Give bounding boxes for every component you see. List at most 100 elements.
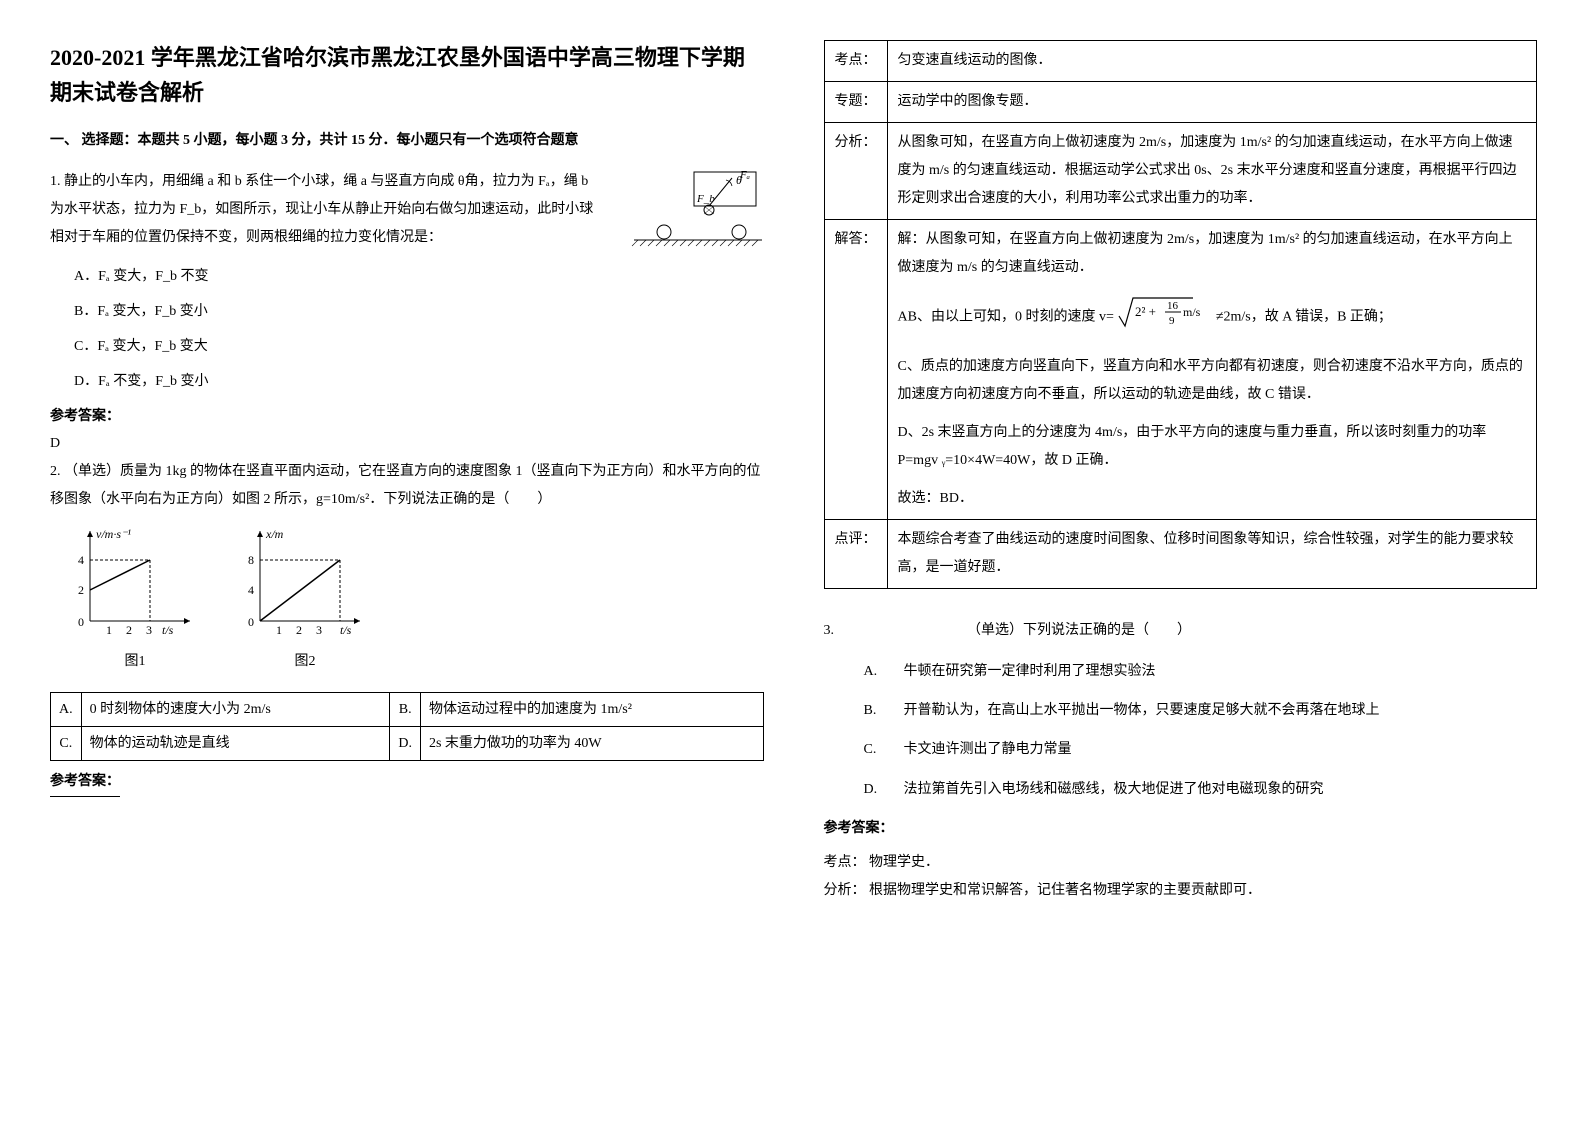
kaodian-text: 匀变速直线运动的图像．: [887, 41, 1537, 82]
q2-graph2: x/m 8 4 0 1 2 3 t/s 图2: [240, 526, 370, 674]
svg-text:8: 8: [248, 553, 254, 567]
jieda-p2a: AB、由以上可知，0 时刻的速度 v=: [898, 310, 1114, 325]
q1-answer-label: 参考答案：: [50, 404, 764, 429]
table-row: 专题： 运动学中的图像专题．: [824, 82, 1537, 123]
q3-fenxi-row: 分析： 根据物理学史和常识解答，记住著名物理学家的主要贡献即可．: [824, 877, 1538, 905]
q3-a-text: 牛顿在研究第一定律时利用了理想实验法: [904, 659, 1156, 684]
q3-d-text: 法拉第首先引入电场线和磁感线，极大地促进了他对电磁现象的研究: [904, 777, 1324, 802]
svg-text:9: 9: [1169, 315, 1175, 327]
svg-text:t/s: t/s: [162, 623, 174, 636]
q2-opt-c-label: C.: [51, 727, 82, 761]
q3-c-text: 卡文迪许测出了静电力常量: [904, 737, 1072, 762]
fenxi-text: 从图象可知，在竖直方向上做初速度为 2m/s，加速度为 1m/s² 的匀加速直线…: [887, 123, 1537, 220]
q1-choice-c: C．Fₐ 变大，F_b 变大: [74, 334, 764, 359]
svg-text:1: 1: [276, 623, 282, 636]
question-3: 3. （单选）下列说法正确的是（ ） A. 牛顿在研究第一定律时利用了理想实验法…: [824, 617, 1538, 905]
q1-diagram: θ F_b Fₐ: [614, 168, 764, 248]
q3-b-label: B.: [864, 698, 904, 723]
q2-options-table: A. 0 时刻物体的速度大小为 2m/s B. 物体运动过程中的加速度为 1m/…: [50, 692, 764, 761]
document-title: 2020-2021 学年黑龙江省哈尔滨市黑龙江农垦外国语中学高三物理下学期期末试…: [50, 40, 764, 110]
kaodian-label: 考点：: [824, 41, 887, 82]
q2-graph1: v/m·s⁻¹ 4 2 0 1 2 3 t/s 图1: [70, 526, 200, 674]
svg-text:2: 2: [296, 623, 302, 636]
q3-fenxi-label: 分析：: [824, 883, 866, 898]
q2-opt-c: 物体的运动轨迹是直线: [81, 727, 390, 761]
jieda-p5: 故选：BD．: [898, 485, 1527, 513]
svg-text:t/s: t/s: [340, 623, 352, 636]
fenxi-label: 分析：: [824, 123, 887, 220]
svg-text:4: 4: [248, 583, 254, 597]
q2-opt-d: 2s 末重力做功的功率为 40W: [420, 727, 763, 761]
q3-opt-a: A. 牛顿在研究第一定律时利用了理想实验法: [864, 659, 1538, 684]
q3-head-row: 3. （单选）下列说法正确的是（ ）: [824, 617, 1538, 645]
jieda-p2: AB、由以上可知，0 时刻的速度 v= 2² + 16 9 m/s ≠2m/s，…: [898, 292, 1527, 343]
dianping-text: 本题综合考查了曲线运动的速度时间图象、位移时间图象等知识，综合性较强，对学生的能…: [887, 520, 1537, 589]
graph2-ylabel: x/m: [265, 527, 284, 541]
svg-text:m/s: m/s: [1183, 305, 1201, 319]
svg-text:3: 3: [316, 623, 322, 636]
q3-number: 3.: [824, 617, 964, 645]
svg-text:2: 2: [126, 623, 132, 636]
table-row: 解答： 解：从图象可知，在竖直方向上做初速度为 2m/s，加速度为 1m/s² …: [824, 220, 1537, 520]
q1-choice-b: B．Fₐ 变大，F_b 变小: [74, 299, 764, 324]
q3-opt-c: C. 卡文迪许测出了静电力常量: [864, 737, 1538, 762]
q3-b-text: 开普勒认为，在高山上水平抛出一物体，只要速度足够大就不会再落在地球上: [904, 698, 1380, 723]
svg-text:1: 1: [106, 623, 112, 636]
jieda-p4: D、2s 末竖直方向上的分速度为 4m/s，由于水平方向的速度与重力垂直，所以该…: [898, 419, 1527, 475]
analysis-table: 考点： 匀变速直线运动的图像． 专题： 运动学中的图像专题． 分析： 从图象可知…: [824, 40, 1538, 589]
q3-fenxi-text: 根据物理学史和常识解答，记住著名物理学家的主要贡献即可．: [869, 883, 1261, 898]
q3-opt-b: B. 开普勒认为，在高山上水平抛出一物体，只要速度足够大就不会再落在地球上: [864, 698, 1538, 723]
table-row: 分析： 从图象可知，在竖直方向上做初速度为 2m/s，加速度为 1m/s² 的匀…: [824, 123, 1537, 220]
q1-choice-d: D．Fₐ 不变，F_b 变小: [74, 369, 764, 394]
svg-text:0: 0: [78, 615, 84, 629]
question-2: 2. （单选）质量为 1kg 的物体在竖直平面内运动，它在竖直方向的速度图象 1…: [50, 458, 764, 798]
svg-text:16: 16: [1167, 300, 1179, 312]
svg-text:2: 2: [78, 583, 84, 597]
section-heading: 一、 选择题：本题共 5 小题，每小题 3 分，共计 15 分．每小题只有一个选…: [50, 128, 764, 153]
table-row: 点评： 本题综合考查了曲线运动的速度时间图象、位移时间图象等知识，综合性较强，对…: [824, 520, 1537, 589]
table-row: A. 0 时刻物体的速度大小为 2m/s B. 物体运动过程中的加速度为 1m/…: [51, 692, 764, 726]
q3-kaodian-label: 考点：: [824, 855, 866, 870]
zhuanti-label: 专题：: [824, 82, 887, 123]
table-row: 考点： 匀变速直线运动的图像．: [824, 41, 1537, 82]
q2-graphs: v/m·s⁻¹ 4 2 0 1 2 3 t/s 图1: [70, 526, 764, 674]
q2-opt-b-label: B.: [390, 692, 421, 726]
zhuanti-text: 运动学中的图像专题．: [887, 82, 1537, 123]
jieda-p2b: ≠2m/s，故 A 错误，B 正确；: [1216, 310, 1392, 325]
q2-answer-label: 参考答案：: [50, 769, 120, 797]
svg-text:2² +: 2² +: [1135, 304, 1156, 319]
jieda-p1: 解：从图象可知，在竖直方向上做初速度为 2m/s，加速度为 1m/s² 的匀加速…: [898, 226, 1527, 282]
q3-stem: （单选）下列说法正确的是（ ）: [967, 623, 1191, 638]
q2-opt-a-label: A.: [51, 692, 82, 726]
q2-opt-d-label: D.: [390, 727, 421, 761]
svg-text:4: 4: [78, 553, 84, 567]
jieda-label: 解答：: [824, 220, 887, 520]
q2-stem: 2. （单选）质量为 1kg 的物体在竖直平面内运动，它在竖直方向的速度图象 1…: [50, 458, 764, 514]
q3-answer-label: 参考答案：: [824, 816, 1538, 841]
q3-opt-d: D. 法拉第首先引入电场线和磁感线，极大地促进了他对电磁现象的研究: [864, 777, 1538, 802]
svg-text:0: 0: [248, 615, 254, 629]
q3-kaodian-text: 物理学史．: [869, 855, 939, 870]
graph1-ylabel: v/m·s⁻¹: [96, 527, 131, 541]
right-column: 考点： 匀变速直线运动的图像． 专题： 运动学中的图像专题． 分析： 从图象可知…: [814, 40, 1538, 1082]
q1-choices: A．Fₐ 变大，F_b 不变 B．Fₐ 变大，F_b 变小 C．Fₐ 变大，F_…: [74, 264, 764, 395]
q1-answer: D: [50, 430, 764, 458]
svg-text:F_b: F_b: [696, 193, 715, 205]
svg-text:Fₐ: Fₐ: [739, 169, 750, 181]
q3-a-label: A.: [864, 659, 904, 684]
q2-opt-b: 物体运动过程中的加速度为 1m/s²: [420, 692, 763, 726]
q3-kaodian-row: 考点： 物理学史．: [824, 849, 1538, 877]
q3-c-label: C.: [864, 737, 904, 762]
q2-opt-a: 0 时刻物体的速度大小为 2m/s: [81, 692, 390, 726]
sqrt-formula: 2² + 16 9 m/s: [1117, 292, 1212, 343]
left-column: 2020-2021 学年黑龙江省哈尔滨市黑龙江农垦外国语中学高三物理下学期期末试…: [50, 40, 774, 1082]
q1-choice-a: A．Fₐ 变大，F_b 不变: [74, 264, 764, 289]
question-1: θ F_b Fₐ: [50, 168, 764, 458]
jieda-p3: C、质点的加速度方向竖直向下，竖直方向和水平方向都有初速度，则合初速度不沿水平方…: [898, 353, 1527, 409]
svg-text:3: 3: [146, 623, 152, 636]
table-row: C. 物体的运动轨迹是直线 D. 2s 末重力做功的功率为 40W: [51, 727, 764, 761]
graph1-caption: 图1: [70, 649, 200, 674]
dianping-label: 点评：: [824, 520, 887, 589]
q3-d-label: D.: [864, 777, 904, 802]
q3-options: A. 牛顿在研究第一定律时利用了理想实验法 B. 开普勒认为，在高山上水平抛出一…: [864, 659, 1538, 802]
